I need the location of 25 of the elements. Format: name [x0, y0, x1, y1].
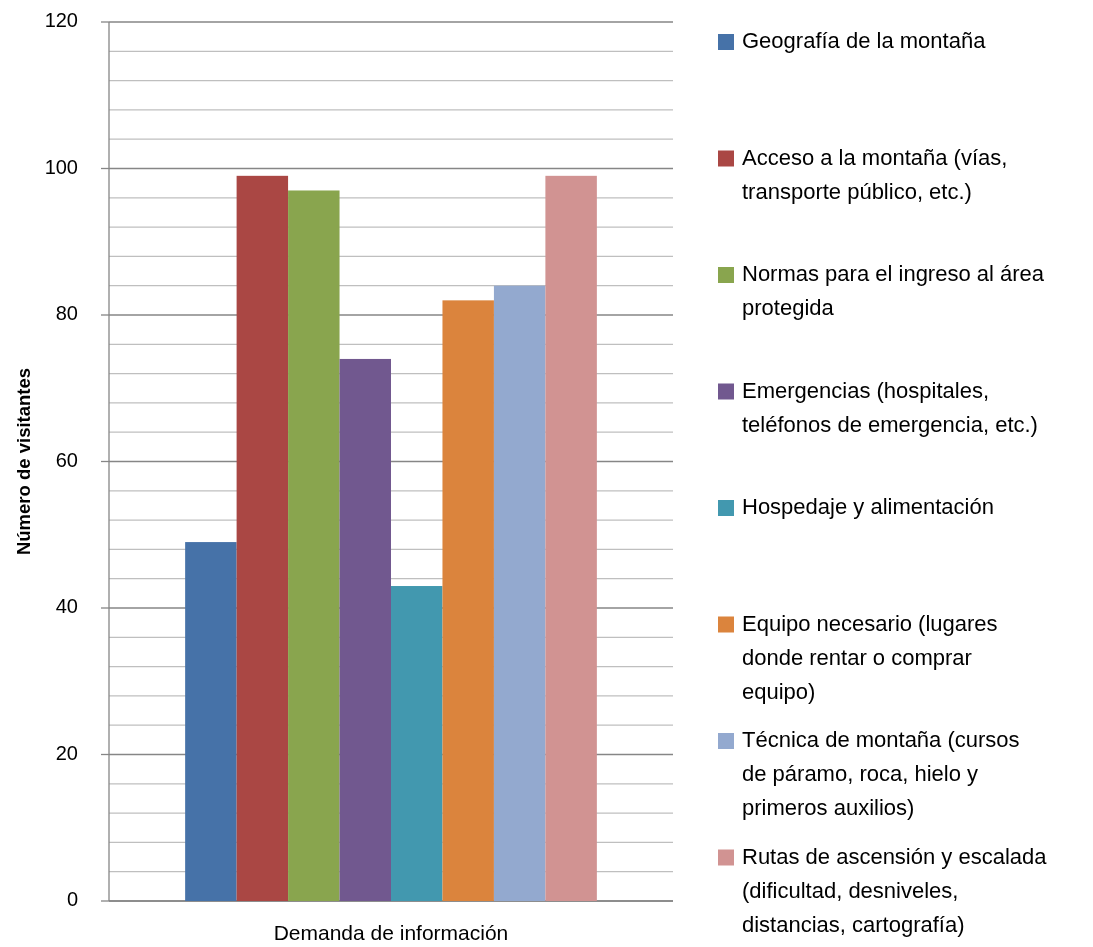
legend-label: Emergencias (hospitales, teléfonos de emergencia, etc.) — [742, 377, 1038, 437]
bar — [391, 586, 443, 901]
y-tick-label: 120 — [44, 9, 78, 32]
x-tick-label: Demanda de información — [273, 920, 509, 944]
bar — [493, 285, 546, 901]
y-tick-label: 60 — [55, 448, 78, 471]
legend-label: Rutas de ascensión y escalada (dificultad, desniveles, distancias, cartografía) — [742, 843, 1048, 937]
bar — [185, 542, 237, 901]
y-tick-label: 100 — [44, 155, 78, 178]
legend-label: Hospedaje y alimentación — [742, 493, 994, 519]
y-axis-title: Número de visitantes — [12, 367, 34, 556]
bar — [442, 300, 494, 901]
bar — [545, 175, 597, 901]
legend-label: Geografía de la montaña — [742, 27, 987, 53]
bar — [339, 358, 391, 901]
y-tick-label: 0 — [66, 888, 78, 911]
legend-label: Normas para el ingreso al área protegida — [742, 260, 1045, 320]
y-tick-label: 80 — [55, 302, 78, 325]
y-tick-label: 40 — [55, 595, 78, 618]
legend-label: Acceso a la montaña (vías, transporte público, etc.) — [742, 144, 1008, 204]
y-tick-label: 20 — [55, 741, 78, 764]
bar — [236, 175, 289, 901]
legend-label: Técnica de montaña (cursos de páramo, roca, hielo y primeros auxilios) — [742, 726, 1020, 820]
bar — [288, 190, 340, 901]
legend-label: Equipo necesario (lugares donde rentar o comprar equipo) — [742, 610, 998, 704]
